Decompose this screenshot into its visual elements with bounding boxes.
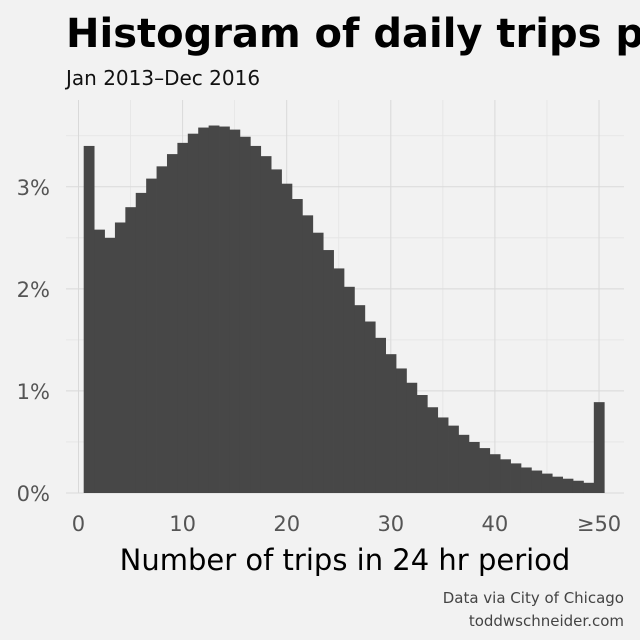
histogram-bar (312, 232, 324, 493)
histogram-bar (510, 463, 522, 493)
histogram-bar (156, 166, 168, 493)
x-tick-label: 20 (273, 512, 300, 536)
histogram-bar (416, 395, 428, 493)
histogram-bar (593, 402, 605, 493)
histogram-bar (250, 145, 262, 493)
histogram-bar (458, 434, 470, 493)
histogram-bar (198, 127, 210, 493)
y-tick-label: 1% (17, 380, 50, 404)
histogram-bar (208, 125, 220, 494)
histogram-bars (83, 125, 605, 494)
x-tick-label: 10 (169, 512, 196, 536)
histogram-bar (468, 441, 480, 493)
histogram-bar (229, 129, 241, 493)
histogram-bar (323, 250, 334, 493)
histogram-bar (489, 454, 501, 493)
x-tick-label: 40 (482, 512, 509, 536)
chart-subtitle: Jan 2013–Dec 2016 (64, 66, 260, 90)
histogram-bar (104, 237, 116, 493)
y-tick-label: 3% (17, 176, 50, 200)
caption-source: Data via City of Chicago (443, 589, 624, 607)
histogram-bar (94, 229, 105, 493)
histogram-bar (375, 337, 386, 493)
histogram-bar (531, 470, 543, 493)
histogram-bar (520, 467, 532, 493)
histogram-bar (500, 459, 511, 493)
y-axis-tick-labels: 0% 1% 2% 3% (17, 176, 50, 506)
histogram-bar (385, 354, 397, 493)
histogram-bar (583, 482, 595, 493)
x-tick-label: ≥50 (577, 512, 621, 536)
histogram-bar (552, 476, 563, 493)
histogram-bar (364, 321, 376, 493)
histogram-bar (291, 199, 303, 493)
x-tick-label: 30 (377, 512, 404, 536)
histogram-bar (354, 305, 366, 493)
histogram-bar (437, 417, 449, 493)
histogram-bar (281, 183, 293, 493)
histogram-bar (239, 136, 251, 493)
y-tick-label: 0% (17, 482, 50, 506)
histogram-bar (219, 126, 230, 493)
histogram-bar (343, 286, 355, 493)
histogram-bar (302, 215, 314, 493)
histogram-bar (146, 178, 157, 493)
histogram-bar (427, 407, 439, 493)
histogram-bar (187, 133, 199, 493)
histogram-bar (125, 207, 137, 493)
histogram-bar (83, 145, 95, 493)
histogram-bar (260, 156, 272, 493)
histogram-bar (406, 382, 418, 493)
y-tick-label: 2% (17, 278, 50, 302)
x-axis-title: Number of trips in 24 hr period (120, 543, 571, 577)
x-axis-tick-labels: 0 10 20 30 40 ≥50 (72, 512, 621, 536)
histogram-bar (166, 154, 178, 493)
histogram-bar (448, 425, 459, 493)
histogram-bar (562, 478, 574, 493)
histogram-bar (333, 268, 345, 493)
histogram-bar (271, 169, 282, 493)
histogram-bar (572, 480, 584, 493)
histogram-bar (479, 448, 491, 493)
chart-title: Histogram of daily trips per taxi (66, 11, 640, 57)
caption-website: toddwschneider.com (469, 612, 624, 630)
histogram-bar (396, 368, 407, 493)
histogram-bar (177, 142, 189, 493)
histogram-bar (114, 222, 126, 494)
histogram-bar (541, 473, 553, 493)
x-tick-label: 0 (72, 512, 85, 536)
histogram-bar (135, 192, 147, 493)
